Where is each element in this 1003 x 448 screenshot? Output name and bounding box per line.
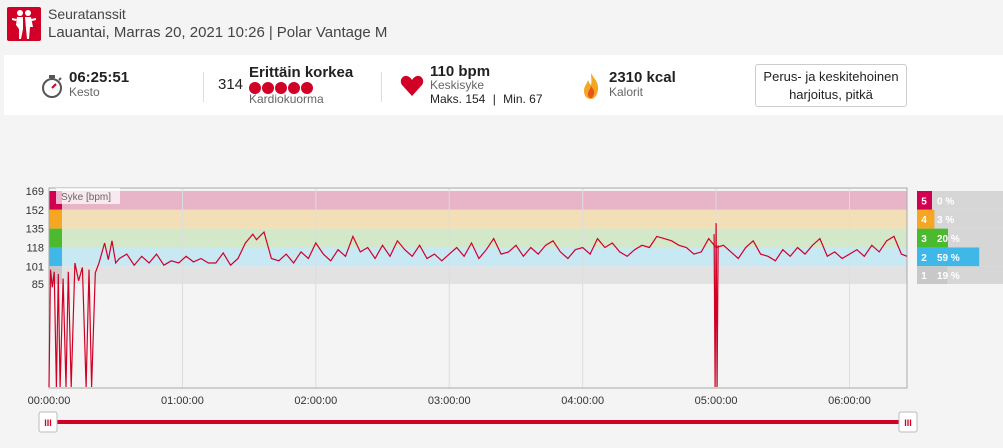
heart-rate-line — [48, 230, 908, 388]
x-tick-label: 01:00:00 — [161, 395, 204, 407]
y-axis-ticks: 169 152 135 118 101 85 — [26, 186, 44, 291]
calories-stat: 2310 kcal Kalorit — [574, 55, 744, 115]
svg-text:III: III — [44, 418, 52, 428]
plot-frame — [48, 187, 908, 389]
zone-number: 2 — [921, 253, 927, 264]
zone-row-bg — [917, 191, 1003, 210]
session-meta: Lauantai, Marras 20, 2021 10:26 | Polar Va… — [48, 24, 387, 41]
duration-label: Kesto — [69, 85, 100, 99]
y-tick-label: 101 — [26, 261, 44, 273]
cardio-load-value: 314 — [218, 76, 244, 93]
hr-separator: | — [492, 92, 496, 106]
zone-side-marker-4 — [49, 209, 62, 229]
svg-text:III: III — [904, 418, 912, 428]
load-dot — [275, 81, 287, 94]
x-tick-label: 03:00:00 — [428, 395, 471, 407]
zone-badges: 5 0 % 4 3 % 3 20 % 2 59 % 1 19 % — [917, 191, 1003, 284]
zone-band-3 — [49, 228, 907, 248]
zone-badge — [917, 266, 932, 284]
x-tick-label: 02:00:00 — [294, 395, 337, 407]
zone-percent-bar — [932, 266, 948, 284]
chart-title: Syke [bpm] — [61, 192, 111, 203]
y-tick-label: 169 — [26, 186, 44, 198]
zone-row-bg — [917, 209, 1003, 229]
zone-badge — [917, 209, 932, 229]
cardio-load-label: Kardiokuormа — [249, 92, 324, 106]
zone-percent-bar — [932, 209, 935, 229]
x-axis-ticks: 00:00:00 01:00:00 02:00:00 03:00:00 04:00:00… — [28, 395, 871, 407]
hr-max: Maks. 154 — [430, 92, 486, 106]
zone-band-5 — [49, 191, 907, 210]
heart-rate-stat: 110 bpm Keskisyke Maks. 154 | Min. 67 — [382, 55, 562, 115]
session-datetime: Lauantai, Marras 20, 2021 10:26 — [48, 24, 265, 41]
divider — [381, 72, 382, 102]
divider — [203, 72, 204, 102]
zone-percent: 19 % — [937, 271, 960, 282]
calories-value: 2310 kcal — [609, 69, 676, 86]
load-dot — [288, 81, 300, 94]
cardio-load-dots — [249, 79, 314, 97]
zone-percent: 3 % — [937, 215, 954, 226]
dance-icon — [7, 7, 41, 41]
heart-rate-dropout — [713, 223, 719, 388]
zone-badge — [917, 247, 932, 267]
duration-stat: 06:25:51 Kesto — [4, 55, 194, 115]
y-tick-label: 152 — [26, 205, 44, 217]
summary-bar: 06:25:51 Kesto 314 Erittäin korkea Kardi… — [4, 55, 1003, 115]
y-tick-label: 118 — [26, 242, 44, 254]
zone-badge — [917, 228, 932, 248]
workout-header: Seuratanssit Lauantai, Marras 20, 2021 1… — [0, 0, 1003, 50]
zone-percent: 20 % — [937, 234, 960, 245]
heart-rate-chart: 5 0 % 4 3 % 3 20 % 2 59 % 1 19 % 169 152 135 118 101 8… — [26, 186, 1003, 433]
calories-label: Kalorit — [609, 85, 644, 99]
load-dot — [249, 81, 261, 94]
x-tick-label: 06:00:00 — [828, 395, 871, 407]
hr-range: Maks. 154 | Min. 67 — [430, 92, 543, 106]
load-dot — [301, 81, 313, 94]
x-tick-label: 05:00:00 — [695, 395, 738, 407]
range-slider-track[interactable] — [49, 420, 909, 424]
zone-number: 3 — [921, 234, 927, 245]
stopwatch-icon — [42, 75, 62, 98]
zone-number: 1 — [921, 271, 927, 282]
flame-icon — [584, 73, 599, 99]
x-tick-label: 04:00:00 — [561, 395, 604, 407]
hr-average-label: Keskisyke — [430, 78, 485, 92]
zone-number: 5 — [921, 196, 927, 207]
x-tick-label: 00:00:00 — [28, 395, 71, 407]
zone-side-marker-2 — [49, 247, 62, 267]
zone-percent-bar — [932, 228, 948, 248]
zone-bands — [49, 191, 907, 284]
cardio-load-stat: 314 Erittäin korkea Kardiokuormа — [204, 55, 384, 115]
range-slider-handle-left[interactable]: III — [38, 411, 58, 433]
zone-badge — [917, 191, 932, 210]
y-tick-label: 85 — [32, 279, 44, 291]
zone-percent: 0 % — [937, 196, 954, 207]
training-type-button[interactable]: Perus- ja keskitehoinen harjoitus, pitkä — [755, 64, 907, 107]
device-name: Polar Vantage M — [276, 24, 388, 41]
zone-band-1 — [49, 266, 907, 284]
chart-title-bg — [56, 188, 120, 204]
zone-side-marker-3 — [49, 228, 62, 248]
y-tick-label: 135 — [26, 224, 44, 236]
heart-icon — [400, 75, 424, 96]
range-slider-handle-right[interactable]: III — [898, 411, 918, 433]
zone-band-4 — [49, 209, 907, 229]
duration-value: 06:25:51 — [69, 69, 130, 86]
meta-separator: | — [268, 24, 273, 41]
zone-number: 4 — [921, 215, 927, 226]
hr-average-value: 110 bpm — [430, 63, 491, 80]
zone-percent: 59 % — [937, 253, 960, 264]
cardio-load-level: Erittäin korkea — [249, 64, 354, 81]
hr-min: Min. 67 — [503, 92, 543, 106]
sport-name: Seuratanssit — [48, 6, 126, 22]
zone-percent-bar — [932, 247, 980, 267]
load-dot — [262, 81, 274, 94]
